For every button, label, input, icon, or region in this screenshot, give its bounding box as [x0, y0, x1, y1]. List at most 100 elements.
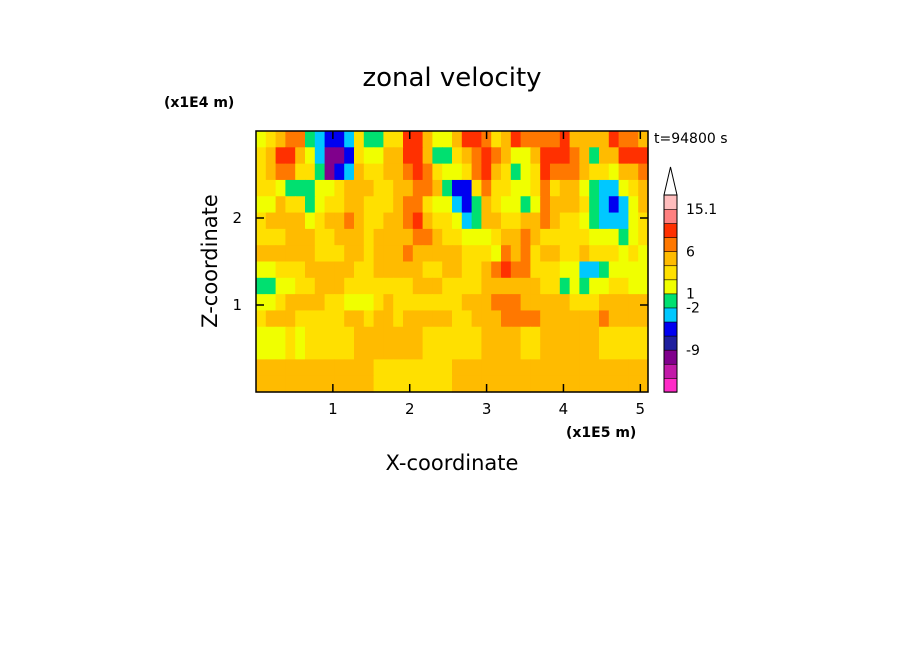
field-cell — [510, 179, 522, 197]
field-cell — [491, 131, 502, 148]
field-cell — [442, 179, 453, 197]
field-cell — [540, 131, 551, 148]
field-cell — [432, 212, 443, 230]
field-cell — [550, 179, 561, 197]
field-cell — [520, 179, 531, 197]
field-cell — [393, 212, 404, 230]
field-cell — [432, 163, 443, 181]
field-cell — [285, 359, 296, 377]
field-cell — [638, 310, 649, 328]
field-cell — [530, 326, 541, 344]
field-cell — [501, 277, 512, 295]
field-cell — [628, 212, 639, 230]
field-cell — [334, 131, 345, 148]
field-cell — [608, 228, 620, 246]
field-cell — [579, 359, 590, 377]
field-cell — [373, 179, 384, 197]
field-cell — [530, 131, 541, 148]
field-cell — [305, 277, 316, 295]
field-cell — [628, 326, 639, 344]
field-cell — [275, 343, 286, 360]
field-cell — [295, 294, 306, 312]
field-cell — [403, 343, 414, 360]
field-cell — [569, 310, 580, 328]
field-cell — [559, 147, 571, 165]
field-cell — [363, 375, 375, 393]
field-cell — [559, 131, 571, 148]
field-cell — [530, 163, 541, 181]
field-cell — [589, 343, 600, 360]
field-cell — [295, 212, 306, 230]
field-cell — [599, 212, 610, 230]
field-cell — [265, 310, 277, 328]
colorbar-segment — [663, 363, 678, 379]
field-cell — [354, 245, 365, 263]
field-cell — [618, 147, 629, 165]
field-cell — [638, 343, 649, 360]
field-cell — [579, 277, 590, 295]
field-cell — [285, 294, 296, 312]
field-cell — [334, 294, 345, 312]
field-cell — [265, 228, 277, 246]
field-cell — [324, 212, 335, 230]
field-cell — [373, 228, 384, 246]
field-cell — [481, 359, 492, 377]
x-tick-label: 5 — [636, 400, 646, 418]
field-cell — [510, 245, 522, 263]
field-cell — [314, 131, 326, 148]
field-cell — [461, 359, 473, 377]
field-cell — [550, 147, 561, 165]
field-cell — [344, 294, 355, 312]
field-cell — [383, 228, 394, 246]
field-cell — [599, 277, 610, 295]
field-cell — [589, 163, 600, 181]
field-cell — [442, 147, 453, 165]
field-cell — [412, 310, 424, 328]
field-cell — [354, 196, 365, 214]
field-cell — [579, 261, 590, 279]
field-cell — [461, 326, 473, 344]
time-label: t=94800 s — [654, 131, 728, 147]
field-cell — [501, 343, 512, 360]
field-cell — [618, 359, 629, 377]
field-cell — [599, 294, 610, 312]
field-cell — [344, 359, 355, 377]
field-cell — [275, 310, 286, 328]
field-cell — [589, 294, 600, 312]
field-cell — [589, 196, 600, 214]
field-cell — [442, 196, 453, 214]
field-cell — [334, 343, 345, 360]
field-cell — [422, 245, 433, 263]
field-cell — [295, 261, 306, 279]
field-cell — [334, 261, 345, 279]
field-cell — [550, 359, 561, 377]
field-cell — [265, 163, 277, 181]
field-cell — [422, 147, 433, 165]
field-cell — [393, 261, 404, 279]
field-cell — [265, 375, 277, 393]
field-cell — [354, 147, 365, 165]
field-cell — [432, 326, 443, 344]
field-cell — [363, 228, 375, 246]
field-cell — [461, 212, 473, 230]
field-cell — [569, 343, 580, 360]
field-cell — [559, 277, 571, 295]
field-cell — [334, 163, 345, 181]
field-cell — [540, 359, 551, 377]
field-cell — [569, 261, 580, 279]
field-cell — [275, 245, 286, 263]
field-cell — [393, 310, 404, 328]
field-cell — [412, 245, 424, 263]
field-cell — [520, 147, 531, 165]
field-cell — [265, 245, 277, 263]
field-cell — [520, 310, 531, 328]
field-cell — [344, 196, 355, 214]
field-cell — [569, 375, 580, 393]
field-cell — [501, 131, 512, 148]
field-cell — [256, 245, 267, 263]
field-cell — [491, 179, 502, 197]
field-cell — [550, 131, 561, 148]
field-cell — [599, 147, 610, 165]
field-cell — [481, 277, 492, 295]
field-cell — [295, 310, 306, 328]
